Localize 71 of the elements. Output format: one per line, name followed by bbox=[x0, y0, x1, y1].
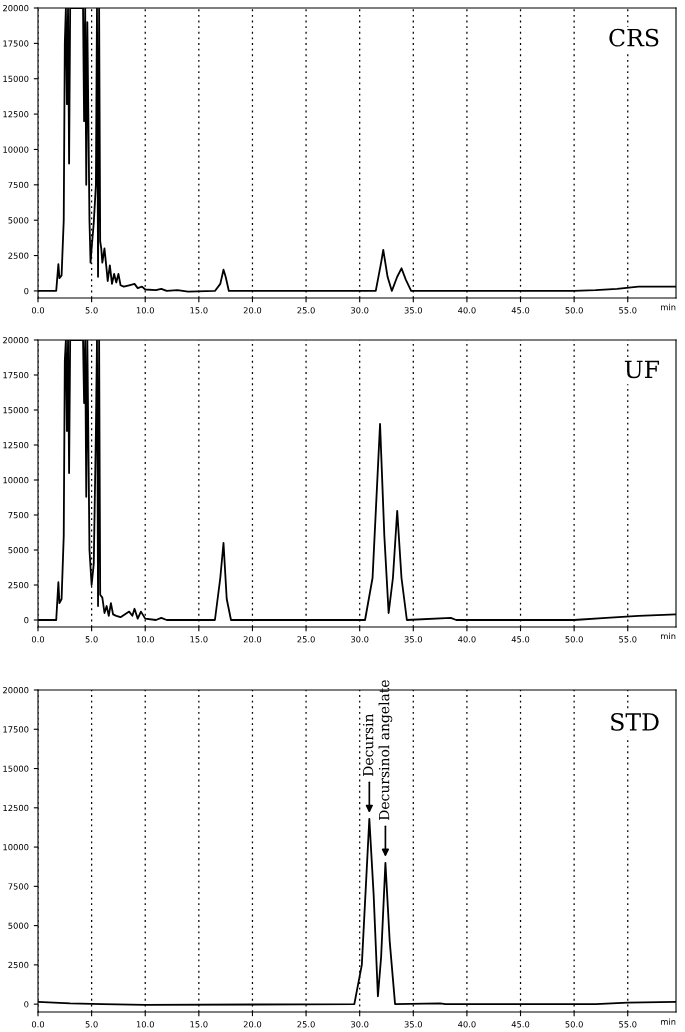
x-tick-label: 25.0 bbox=[297, 307, 315, 314]
text: UF bbox=[624, 360, 660, 379]
x-tick-label: 45.0 bbox=[511, 636, 530, 643]
x-tick-label: 20.0 bbox=[243, 307, 262, 314]
y-tick-label: 7500 bbox=[8, 883, 29, 890]
x-tick-label: 0.0 bbox=[31, 1021, 45, 1028]
x-tick-label: 30.0 bbox=[351, 636, 369, 643]
y-tick-label: 10000 bbox=[3, 476, 29, 484]
x-tick-label: 10.0 bbox=[136, 1021, 154, 1028]
x-tick-label: 5.0 bbox=[85, 1021, 98, 1028]
y-tick-label: 15000 bbox=[3, 75, 29, 83]
x-tick-label: 50.0 bbox=[565, 636, 583, 643]
x-tick-label: 0.0 bbox=[31, 307, 45, 314]
x-tick-label: 35.0 bbox=[404, 307, 423, 314]
x-tick-label: 15.0 bbox=[190, 1021, 208, 1028]
y-tick-label: 20000 bbox=[3, 336, 29, 344]
y-tick-label: 5000 bbox=[8, 922, 29, 929]
x-tick-label: 55.0 bbox=[619, 307, 637, 314]
x-tick-label: 45.0 bbox=[511, 307, 530, 314]
y-tick-label: 20000 bbox=[3, 686, 29, 694]
text: CRS bbox=[609, 28, 659, 47]
y-tick-label: 0 bbox=[24, 287, 29, 295]
y-tick-label: 2500 bbox=[8, 961, 29, 969]
y-tick-label: 10000 bbox=[3, 844, 29, 851]
x-tick-label: 50.0 bbox=[565, 307, 583, 314]
x-axis-title: min bbox=[661, 1018, 676, 1025]
x-tick-label: 40.0 bbox=[458, 636, 476, 643]
x-tick-label: 10.0 bbox=[136, 636, 154, 643]
x-tick-label: 55.0 bbox=[619, 1021, 637, 1028]
y-tick-label: 17500 bbox=[3, 726, 29, 733]
x-tick-label: 5.0 bbox=[85, 636, 98, 643]
y-tick-label: 10000 bbox=[3, 146, 29, 153]
y-tick-label: 12500 bbox=[3, 804, 29, 812]
x-tick-label: 35.0 bbox=[404, 636, 423, 643]
x-tick-label: 20.0 bbox=[243, 636, 262, 643]
y-tick-label: 20000 bbox=[3, 4, 29, 12]
x-tick-label: 30.0 bbox=[351, 1021, 369, 1028]
x-tick-label: 25.0 bbox=[297, 636, 315, 643]
y-tick-label: 15000 bbox=[3, 765, 29, 772]
y-tick-label: 2500 bbox=[8, 252, 29, 259]
x-tick-label: 15.0 bbox=[190, 307, 208, 314]
x-tick-label: 0.0 bbox=[31, 636, 45, 643]
x-tick-label: 10.0 bbox=[136, 307, 154, 314]
y-tick-label: 5000 bbox=[8, 546, 29, 554]
x-tick-label: 40.0 bbox=[458, 1021, 476, 1028]
x-tick-label: 35.0 bbox=[404, 1021, 423, 1028]
y-tick-label: 0 bbox=[24, 1001, 29, 1008]
y-tick-label: 7500 bbox=[8, 181, 29, 189]
y-tick-label: 2500 bbox=[8, 581, 29, 589]
x-axis-title: min bbox=[661, 632, 676, 640]
x-tick-label: 50.0 bbox=[565, 1021, 583, 1028]
y-tick-label: 17500 bbox=[3, 40, 29, 47]
annotation: Decursin bbox=[362, 713, 374, 776]
x-tick-label: 55.0 bbox=[619, 636, 637, 643]
x-tick-label: 45.0 bbox=[511, 1021, 530, 1028]
x-tick-label: 15.0 bbox=[190, 636, 208, 643]
x-tick-label: 30.0 bbox=[351, 307, 369, 314]
x-tick-label: 5.0 bbox=[85, 307, 98, 314]
y-tick-label: 5000 bbox=[8, 217, 29, 224]
x-tick-label: 25.0 bbox=[297, 1021, 315, 1028]
y-tick-label: 17500 bbox=[3, 371, 29, 379]
y-tick-label: 15000 bbox=[3, 406, 29, 414]
y-tick-label: 12500 bbox=[3, 111, 29, 118]
x-tick-label: 20.0 bbox=[243, 1021, 262, 1028]
y-tick-label: 0 bbox=[24, 616, 29, 624]
text: STD bbox=[611, 712, 659, 731]
x-tick-label: 40.0 bbox=[458, 307, 476, 314]
y-tick-label: 12500 bbox=[3, 441, 29, 449]
annotation: Decursinol angelate bbox=[378, 680, 393, 820]
x-axis-title: min bbox=[661, 303, 676, 311]
y-tick-label: 7500 bbox=[8, 511, 29, 519]
